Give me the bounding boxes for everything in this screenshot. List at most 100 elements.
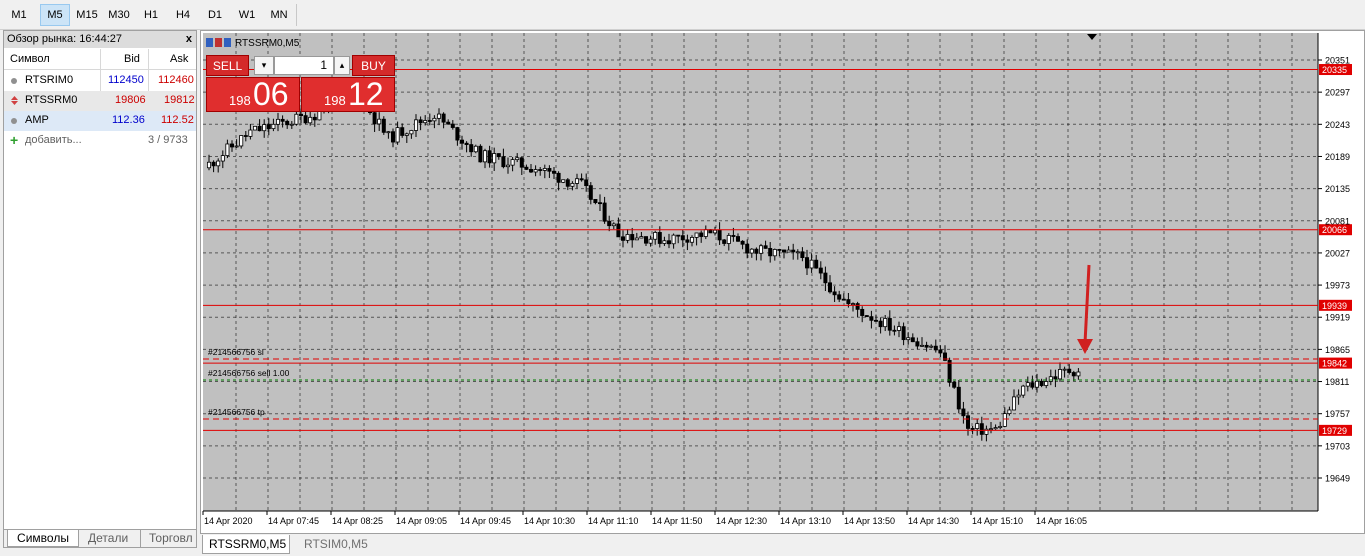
- candle-body: [519, 157, 524, 168]
- order-label: #214566756 tp: [208, 407, 265, 417]
- symbol-trade-icon: [11, 96, 18, 105]
- tab-symbols[interactable]: Символы: [7, 530, 79, 547]
- candle-body: [1030, 382, 1035, 388]
- candle-body: [805, 257, 810, 269]
- candle-body: [257, 125, 262, 132]
- candle-body: [492, 153, 497, 164]
- price-tick-label: 19649: [1325, 474, 1350, 484]
- header-ask[interactable]: Ask: [170, 53, 189, 65]
- candle-body: [515, 157, 520, 161]
- candle-body: [611, 223, 616, 227]
- tab-trading[interactable]: Торговл: [140, 530, 193, 547]
- symbol-row[interactable]: RTSSRM0 19806 19812: [4, 91, 196, 111]
- chart-tab-rtsim0[interactable]: RTSIM0,M5: [304, 537, 368, 551]
- candle-body: [381, 118, 386, 133]
- candle-body: [883, 318, 888, 328]
- order-label: #214566756 sell 1.00: [208, 368, 290, 378]
- timeframe-m1[interactable]: M1: [11, 9, 27, 21]
- candle-body: [482, 150, 487, 163]
- time-tick-label: 14 Apr 09:05: [396, 516, 447, 526]
- price-axis: [1318, 33, 1364, 511]
- header-symbol[interactable]: Символ: [10, 53, 50, 65]
- timeframe-w1[interactable]: W1: [238, 9, 256, 21]
- order-lines[interactable]: #214566756 sl #214566756 sell 1.00 #214566…: [203, 347, 1318, 420]
- chart-window: 20335 20066 19939 19842 19729 #214566756 sl #…: [200, 30, 1365, 534]
- order-label: #214566756 sl: [208, 347, 264, 357]
- candle-body: [874, 319, 879, 322]
- tab-details[interactable]: Детали: [88, 531, 129, 545]
- chart-icon: [224, 38, 231, 47]
- candle-body: [565, 179, 570, 187]
- timeframe-m30[interactable]: M30: [108, 9, 130, 21]
- candle-body: [763, 245, 768, 249]
- volume-stepper-icon[interactable]: ▴: [334, 56, 350, 75]
- candle-body: [533, 169, 538, 173]
- candle-body: [897, 326, 902, 331]
- timeframe-m15[interactable]: M15: [76, 9, 98, 21]
- time-tick-label: 14 Apr 13:50: [844, 516, 895, 526]
- candle-body: [851, 303, 856, 306]
- price-tick-label: 19919: [1325, 313, 1350, 323]
- horizontal-levels[interactable]: 20335 20066 19939 19842 19729: [203, 64, 1352, 436]
- timeframe-mn[interactable]: MN: [270, 9, 288, 21]
- price-level-label: 19729: [1322, 426, 1347, 436]
- candle-body: [731, 235, 736, 237]
- candle-body: [400, 127, 405, 136]
- candle-body: [906, 337, 911, 341]
- symbol-count: 3 / 9733: [148, 134, 188, 146]
- timeframe-h4[interactable]: H4: [175, 9, 191, 21]
- candle-body: [920, 344, 925, 347]
- chart-title: RTSSRM0,M5: [235, 38, 300, 49]
- candle-body: [791, 249, 796, 253]
- ask-value: 112.52: [161, 114, 194, 126]
- candle-body: [225, 143, 230, 156]
- sell-button[interactable]: SELL: [206, 55, 249, 76]
- candle-body: [648, 238, 653, 244]
- candle-body: [423, 120, 428, 124]
- symbol-row[interactable]: AMP 112.36 112.52: [4, 111, 196, 131]
- candle-body: [303, 115, 308, 124]
- candle-body: [975, 423, 980, 429]
- time-tick-label: 14 Apr 10:30: [524, 516, 575, 526]
- chart-shift-marker-icon[interactable]: [1087, 34, 1097, 40]
- price-tick-label: 19865: [1325, 345, 1350, 355]
- price-tick-label: 20351: [1325, 56, 1350, 66]
- candle-body: [234, 145, 239, 148]
- candle-body: [266, 124, 271, 129]
- chart-tab-rtssrm0[interactable]: RTSSRM0,M5: [202, 535, 290, 554]
- candle-body: [777, 249, 782, 251]
- time-axis: [203, 511, 1364, 533]
- candle-body: [207, 161, 212, 169]
- market-watch-tabs: Символы Детали Торговл: [4, 529, 196, 547]
- timeframe-d1[interactable]: D1: [207, 9, 223, 21]
- candle-body: [570, 182, 575, 187]
- candle-body: [630, 234, 635, 241]
- symbol-row[interactable]: RTSRIM0 112450 112460: [4, 71, 196, 91]
- timeframe-m5[interactable]: M5: [40, 4, 70, 26]
- price-tick-label: 20243: [1325, 120, 1350, 130]
- timeframe-h1[interactable]: H1: [143, 9, 159, 21]
- add-symbol-row[interactable]: + добавить... 3 / 9733: [4, 131, 196, 151]
- volume-dropdown-icon[interactable]: ▾: [254, 56, 274, 75]
- candle-body: [887, 318, 892, 331]
- header-bid[interactable]: Bid: [124, 53, 140, 65]
- price-level-label-bg: [1319, 224, 1352, 236]
- volume-input[interactable]: 1: [274, 56, 334, 75]
- candle-body: [869, 316, 874, 321]
- price-level-label-bg: [1319, 299, 1352, 311]
- buy-price[interactable]: 198 12: [301, 76, 395, 112]
- column-divider: [148, 49, 149, 131]
- candle-body: [404, 133, 409, 136]
- price-tick-label: 19973: [1325, 281, 1350, 291]
- candle-body: [436, 113, 441, 119]
- candle-body: [1071, 372, 1076, 377]
- buy-button[interactable]: BUY: [352, 55, 395, 76]
- candle-body: [1053, 376, 1058, 380]
- sell-price[interactable]: 198 06: [206, 76, 300, 112]
- candle-body: [308, 116, 313, 124]
- close-icon[interactable]: x: [185, 33, 192, 45]
- candle-body: [1044, 381, 1049, 386]
- candle-body: [299, 113, 304, 117]
- candle-body: [717, 229, 722, 241]
